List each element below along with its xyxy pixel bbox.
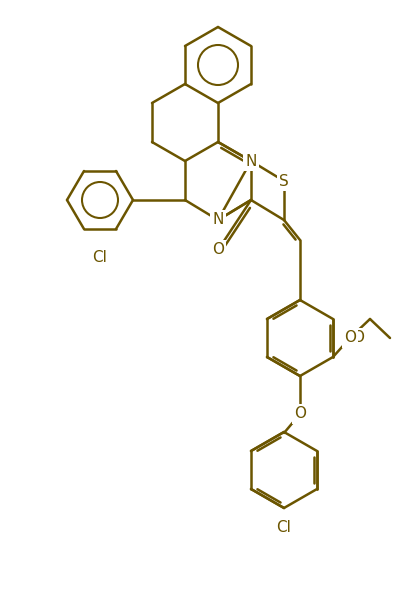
Text: O: O: [352, 330, 364, 345]
Text: N: N: [245, 154, 257, 169]
Text: Cl: Cl: [93, 251, 107, 265]
Text: N: N: [212, 212, 224, 228]
Text: Cl: Cl: [277, 520, 291, 535]
Text: O: O: [344, 330, 356, 345]
Text: O: O: [212, 243, 224, 257]
Text: S: S: [279, 174, 289, 189]
Text: O: O: [294, 407, 306, 421]
Text: O: O: [294, 407, 306, 421]
